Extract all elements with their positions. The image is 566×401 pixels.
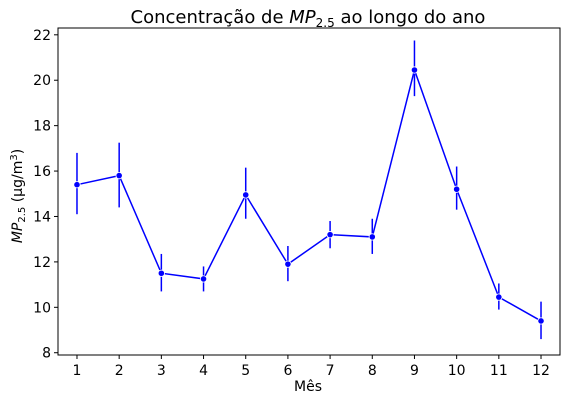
y-tick-label: 8 — [42, 346, 51, 362]
y-tick-label: 14 — [33, 209, 51, 225]
series-line — [76, 67, 542, 322]
data-point — [453, 185, 461, 193]
x-tick-label: 10 — [448, 363, 466, 379]
data-point — [242, 191, 250, 199]
x-axis-label: Mês — [294, 379, 322, 395]
x-tick-label: 3 — [157, 363, 166, 379]
y-axis-label: MP2.5 (μg/m3) — [9, 149, 28, 243]
data-point — [326, 231, 334, 239]
y-tick-label: 12 — [33, 255, 51, 271]
x-tick-label: 2 — [115, 363, 124, 379]
y-tick-label: 22 — [33, 28, 51, 44]
x-tick-label: 8 — [368, 363, 377, 379]
data-point — [199, 275, 208, 283]
x-tick-label: 4 — [199, 363, 208, 379]
data-point — [410, 66, 419, 74]
data-point — [284, 260, 292, 268]
y-tick-label: 10 — [33, 300, 51, 316]
data-point — [157, 269, 165, 277]
x-tick-label: 12 — [532, 363, 550, 379]
data-point — [495, 293, 503, 301]
data-point — [368, 233, 376, 241]
x-tick-label: 5 — [241, 363, 250, 379]
data-point — [537, 317, 545, 325]
x-tick-label: 11 — [490, 363, 508, 379]
chart-title: Concentração de MP2.5 ao longo do ano — [131, 7, 486, 30]
data-point — [73, 181, 81, 189]
data-point — [115, 172, 123, 180]
x-tick-label: 6 — [283, 363, 292, 379]
y-tick-label: 18 — [33, 119, 51, 135]
y-tick-label: 16 — [33, 164, 51, 180]
x-tick-label: 9 — [410, 363, 419, 379]
plot-frame — [57, 27, 561, 356]
x-tick-label: 7 — [326, 363, 335, 379]
y-tick-label: 20 — [33, 73, 51, 89]
x-tick-label: 1 — [73, 363, 82, 379]
